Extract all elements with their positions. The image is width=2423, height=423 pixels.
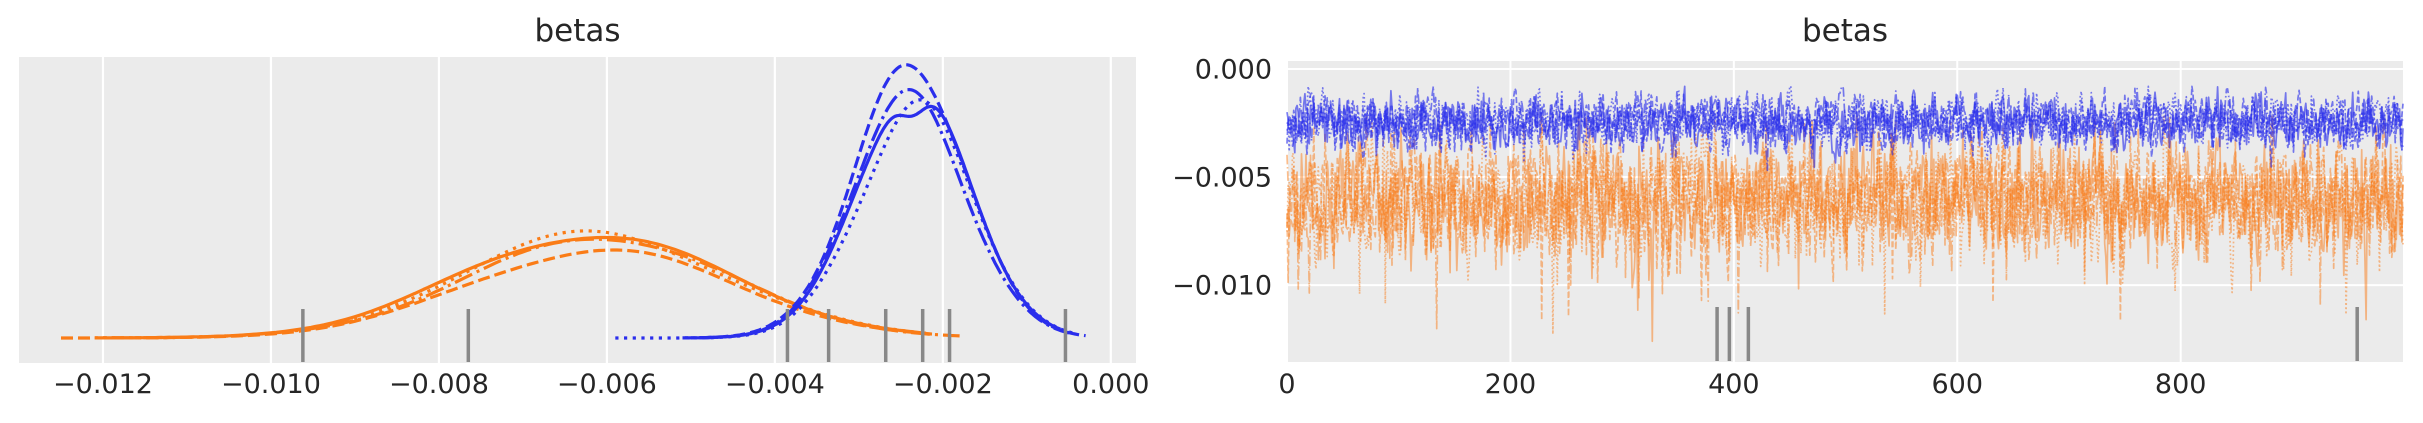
x-tick-label: 200 [1485, 369, 1537, 400]
trace-line-beta-orange-chain2 [1286, 115, 2404, 330]
x-tick-label: −0.004 [725, 369, 825, 400]
y-tick-label: −0.005 [1172, 163, 1272, 194]
trace-line-beta-orange-chain3 [1286, 115, 2404, 335]
x-tick-label: 0 [1278, 369, 1295, 400]
x-tick-label: 0.000 [1072, 369, 1149, 400]
x-tick-label: −0.006 [557, 369, 657, 400]
x-tick-label: −0.010 [221, 369, 321, 400]
y-tick-label: −0.010 [1172, 271, 1272, 302]
kde-curve-beta-orange-dashed [61, 248, 935, 340]
x-tick-label: 800 [2155, 369, 2207, 400]
kde-plot-area [19, 57, 1136, 363]
kde-curve-beta-orange-dotted [94, 229, 918, 340]
x-tick-label: −0.008 [389, 369, 489, 400]
x-tick-label: −0.012 [53, 369, 153, 400]
kde-curve-beta-blue-dashed [682, 63, 1086, 340]
kde-curve-beta-blue-dotted [615, 98, 1078, 340]
x-tick-label: 600 [1931, 369, 1983, 400]
trace-line-beta-blue-chain2 [1286, 85, 2404, 172]
trace-line-beta-blue-chain3 [1286, 85, 2404, 164]
x-tick-label: 400 [1708, 369, 1760, 400]
x-tick-label: −0.002 [893, 369, 993, 400]
y-tick-label: 0.000 [1195, 54, 1272, 85]
